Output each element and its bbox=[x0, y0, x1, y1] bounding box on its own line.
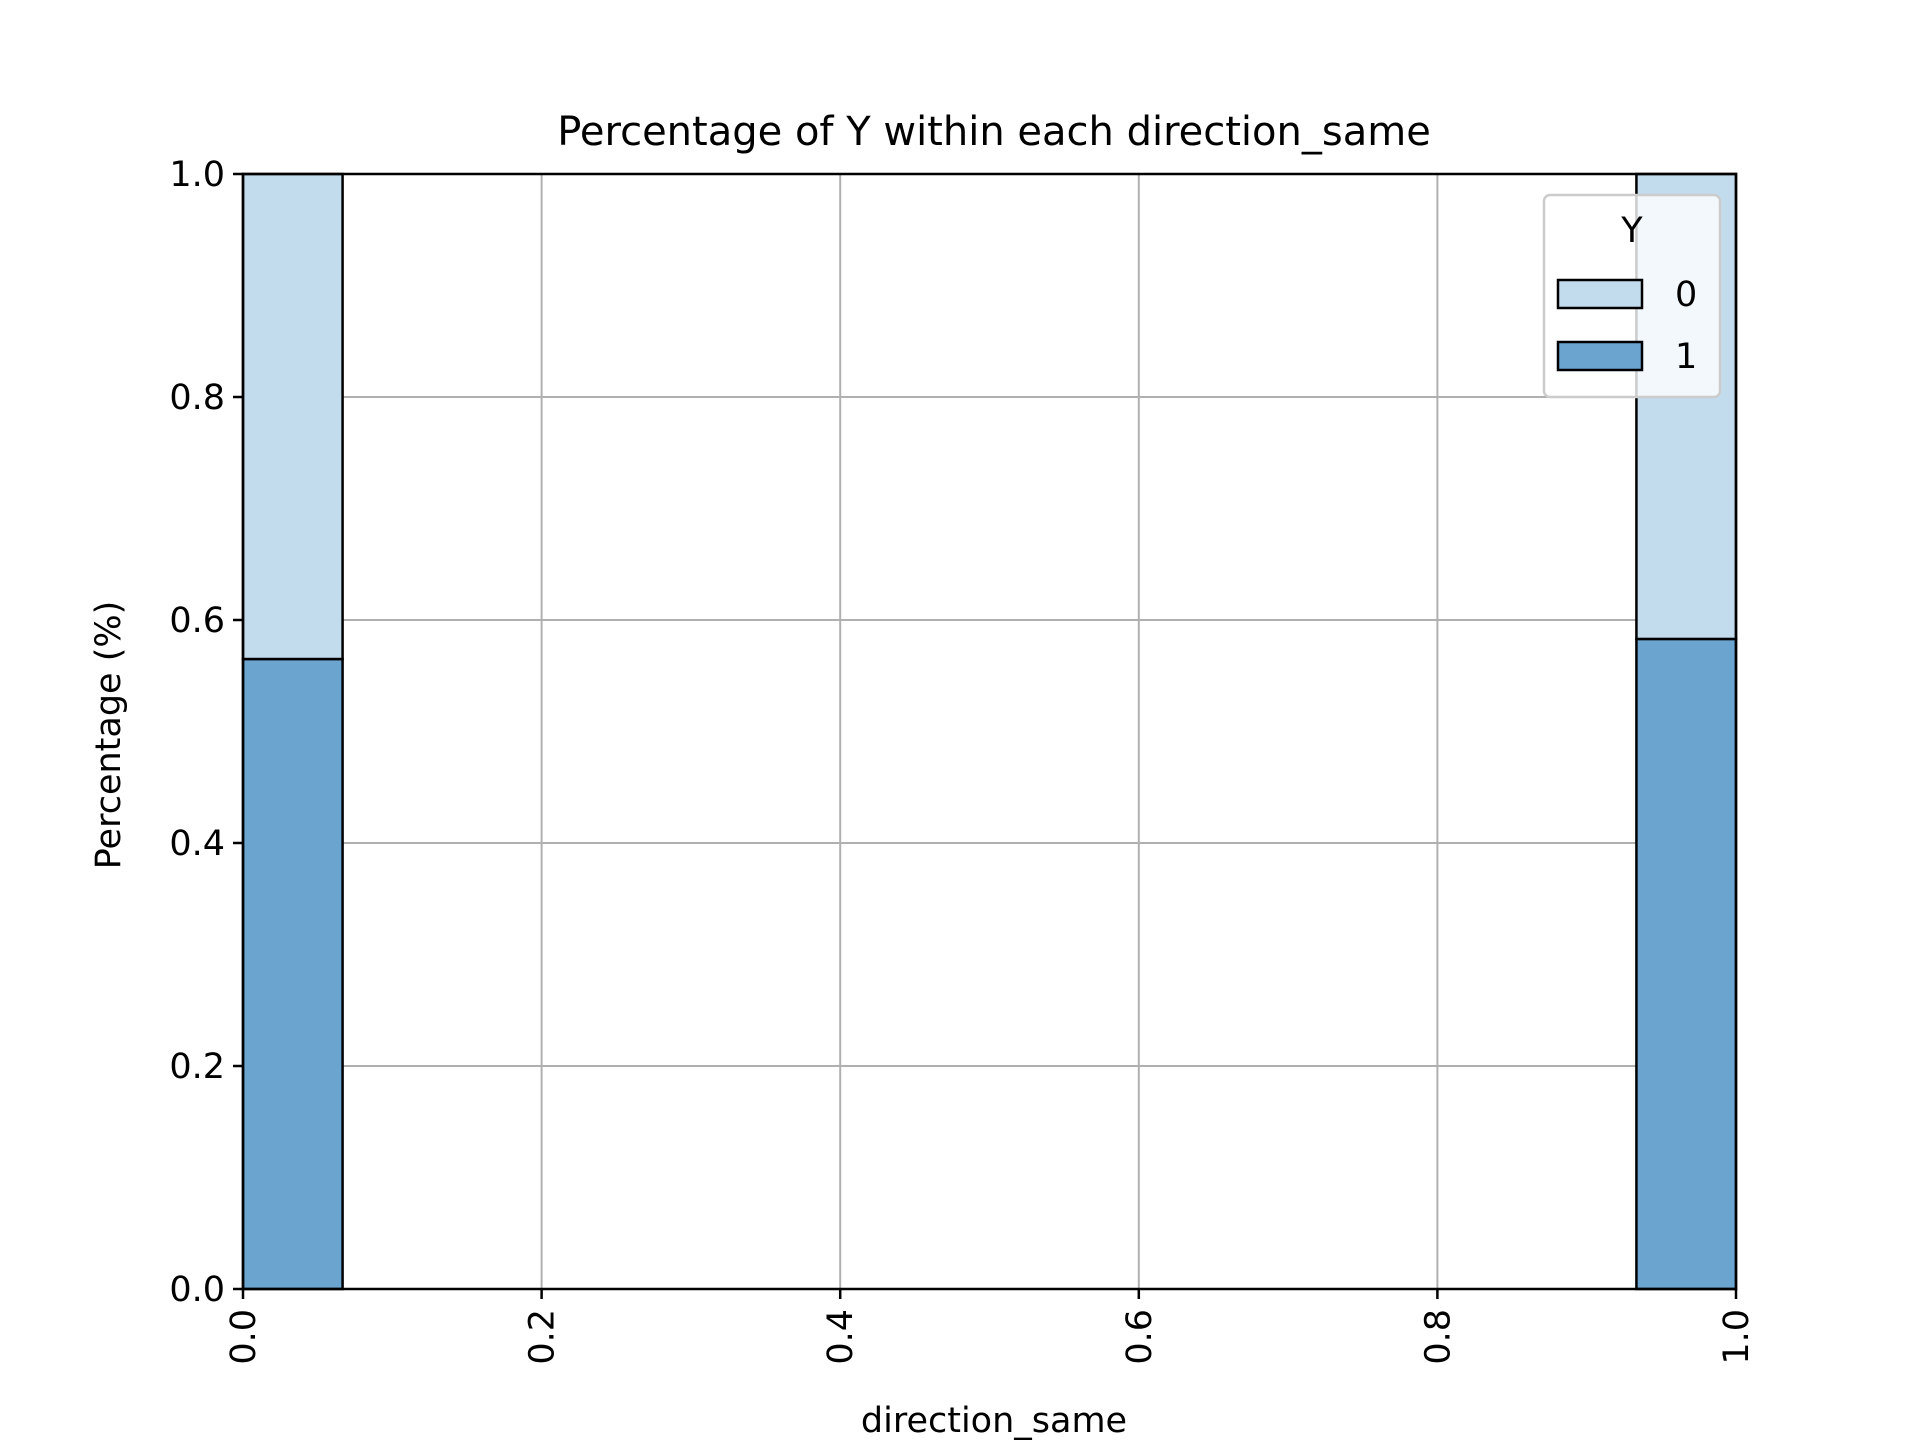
legend-label-0: 0 bbox=[1675, 275, 1697, 315]
grid bbox=[242, 173, 1737, 1290]
x-tick-label: 0.6 bbox=[1120, 1309, 1160, 1365]
legend-swatch-0 bbox=[1556, 278, 1644, 310]
y-tick-label: 0.4 bbox=[169, 824, 225, 864]
x-tick-label: 0.4 bbox=[821, 1309, 861, 1365]
y-tick-label: 1.0 bbox=[169, 155, 225, 195]
x-tick-label: 0.2 bbox=[523, 1309, 563, 1365]
bar-segment-y1-bin0 bbox=[241, 657, 344, 1291]
chart-title: Percentage of Y within each direction_sa… bbox=[557, 109, 1431, 155]
ticks: 0.0 0.2 0.4 0.6 0.8 1.0 0.0 0.2 0.4 0.6 0.8 1.0 bbox=[169, 155, 1757, 1365]
y-axis-label: Percentage (%) bbox=[89, 601, 129, 870]
x-axis-label: direction_same bbox=[861, 1401, 1127, 1440]
legend-label-1: 1 bbox=[1675, 337, 1697, 377]
bar-segment-y0-bin0 bbox=[241, 172, 344, 661]
plot-frame bbox=[241, 172, 1738, 1291]
bar-segment-y1-bin1 bbox=[1635, 637, 1738, 1291]
x-tick-label: 0.0 bbox=[224, 1309, 264, 1365]
legend-swatch-1 bbox=[1556, 340, 1644, 372]
x-tick-label: 0.8 bbox=[1418, 1309, 1458, 1365]
x-tick-label: 1.0 bbox=[1717, 1309, 1757, 1365]
legend-title: Y bbox=[1620, 211, 1643, 251]
y-tick-label: 0.0 bbox=[169, 1270, 225, 1310]
y-tick-label: 0.8 bbox=[169, 378, 225, 418]
y-tick-label: 0.2 bbox=[169, 1047, 225, 1087]
legend: Y 0 1 bbox=[1542, 193, 1722, 399]
y-tick-label: 0.6 bbox=[169, 601, 225, 641]
